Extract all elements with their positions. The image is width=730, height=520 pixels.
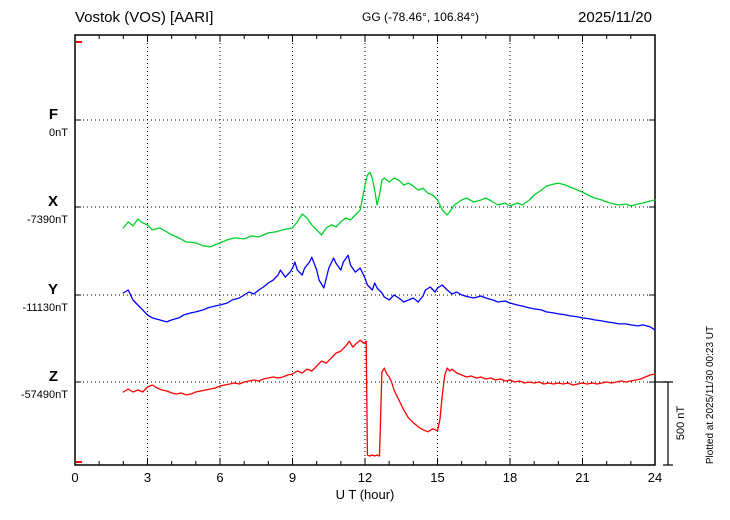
date-label: 2025/11/20 — [578, 9, 652, 26]
x-tick-label: 3 — [144, 470, 151, 485]
scale-bar: 500 nT — [655, 381, 687, 466]
component-label-x: X — [48, 193, 58, 210]
plotted-at-note: Plotted at 2025/11/30 00:23 UT — [705, 326, 716, 464]
component-baseline-x: -7390nT — [27, 214, 68, 226]
component-label-y: Y — [48, 281, 58, 298]
component-baseline-f: 0nT — [49, 127, 68, 139]
component-baseline-z: -57490nT — [21, 389, 68, 401]
station-title: Vostok (VOS) [AARI] — [75, 9, 213, 26]
trace-x — [122, 171, 656, 248]
x-tick-label: 24 — [648, 470, 662, 485]
generated-plot-layers: 0 3 6 9 12 15 18 21 24 — [71, 35, 662, 485]
trace-y — [122, 254, 656, 331]
x-tick-label: 9 — [289, 470, 296, 485]
trace-z — [122, 339, 656, 457]
component-label-z: Z — [49, 368, 58, 385]
gg-coordinates: GG (-78.46°, 106.84°) — [362, 10, 479, 24]
x-tick-label: 18 — [503, 470, 517, 485]
x-tick-label: 0 — [71, 470, 78, 485]
x-tick-label: 6 — [216, 470, 223, 485]
x-tick-label: 12 — [358, 470, 372, 485]
x-tick-label: 21 — [575, 470, 589, 485]
component-baseline-y: -11130nT — [23, 302, 69, 314]
x-axis-title: U T (hour) — [336, 487, 395, 502]
scale-bar-label: 500 nT — [675, 406, 687, 441]
component-label-f: F — [49, 106, 58, 123]
x-tick-label: 15 — [430, 470, 444, 485]
